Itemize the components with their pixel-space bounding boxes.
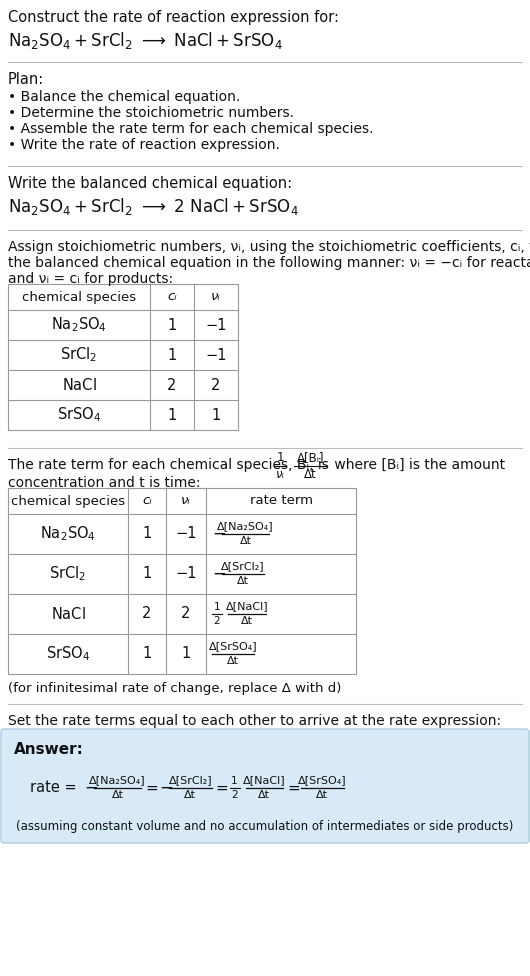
Text: Δt: Δt [304,468,316,481]
Text: Δt: Δt [184,791,197,800]
Text: $\mathrm{Na_2SO_4}$: $\mathrm{Na_2SO_4}$ [40,525,96,544]
Text: Δt: Δt [237,577,249,587]
Text: −: − [159,779,173,797]
Text: $\mathrm{Na_2SO_4}$: $\mathrm{Na_2SO_4}$ [51,315,107,335]
Text: Δt: Δt [112,791,123,800]
Text: cᵢ: cᵢ [167,291,177,304]
Text: rate =: rate = [30,781,81,795]
Text: 2: 2 [181,606,191,622]
Text: 1: 1 [167,347,176,362]
Text: chemical species: chemical species [11,495,125,508]
Text: $\mathrm{NaCl}$: $\mathrm{NaCl}$ [50,606,85,622]
Text: −1: −1 [175,566,197,582]
Text: Construct the rate of reaction expression for:: Construct the rate of reaction expressio… [8,10,339,25]
Text: Δt: Δt [259,791,270,800]
Text: −1: −1 [175,526,197,542]
Text: Δ[Bᵢ]: Δ[Bᵢ] [296,451,324,464]
Text: 2: 2 [143,606,152,622]
Text: 1: 1 [231,776,238,786]
Bar [8,284,238,430]
Text: Assign stoichiometric numbers, νᵢ, using the stoichiometric coefficients, cᵢ, fr: Assign stoichiometric numbers, νᵢ, using… [8,240,530,254]
Text: Δ[Na₂SO₄]: Δ[Na₂SO₄] [217,521,274,532]
Text: νᵢ: νᵢ [276,468,285,481]
Text: Δt: Δt [227,657,239,667]
Text: 1: 1 [214,602,220,612]
Text: Plan:: Plan: [8,72,44,87]
Text: 2: 2 [214,616,220,626]
Text: • Assemble the rate term for each chemical species.: • Assemble the rate term for each chemic… [8,122,374,136]
Text: Δt: Δt [316,791,329,800]
Text: Δt: Δt [241,617,253,627]
Text: and νᵢ = cᵢ for products:: and νᵢ = cᵢ for products: [8,272,173,286]
Text: −1: −1 [205,317,227,333]
Text: $\mathrm{SrCl_2}$: $\mathrm{SrCl_2}$ [49,565,86,584]
Text: (for infinitesimal rate of change, replace Δ with d): (for infinitesimal rate of change, repla… [8,682,341,695]
Text: −1: −1 [205,347,227,362]
Text: −: − [212,565,226,583]
Text: Δ[SrSO₄]: Δ[SrSO₄] [209,641,258,652]
Text: Write the balanced chemical equation:: Write the balanced chemical equation: [8,176,292,191]
Text: chemical species: chemical species [22,291,136,304]
Text: Set the rate terms equal to each other to arrive at the rate expression:: Set the rate terms equal to each other t… [8,714,501,728]
Text: $\mathrm{SrSO_4}$: $\mathrm{SrSO_4}$ [46,645,90,664]
Text: Δ[NaCl]: Δ[NaCl] [225,601,268,612]
Text: $\mathrm{SrCl_2}$: $\mathrm{SrCl_2}$ [60,346,98,364]
Text: Δ[Na₂SO₄]: Δ[Na₂SO₄] [89,776,146,786]
Text: 2: 2 [231,790,238,800]
Text: The rate term for each chemical species, Bᵢ, is: The rate term for each chemical species,… [8,458,333,472]
Text: =: = [287,781,300,795]
Text: $\mathrm{Na_2SO_4 + SrCl_2 \ \longrightarrow \ 2\ NaCl + SrSO_4}$: $\mathrm{Na_2SO_4 + SrCl_2 \ \longrighta… [8,196,299,217]
Text: Δ[SrSO₄]: Δ[SrSO₄] [298,776,347,786]
Text: the balanced chemical equation in the following manner: νᵢ = −cᵢ for reactants: the balanced chemical equation in the fo… [8,256,530,270]
Text: (assuming constant volume and no accumulation of intermediates or side products): (assuming constant volume and no accumul… [16,820,514,833]
Text: • Balance the chemical equation.: • Balance the chemical equation. [8,90,240,104]
Text: 1: 1 [181,646,191,662]
Text: • Determine the stoichiometric numbers.: • Determine the stoichiometric numbers. [8,106,294,120]
Text: −: − [212,525,226,543]
Text: concentration and t is time:: concentration and t is time: [8,476,200,490]
Text: Δ[SrCl₂]: Δ[SrCl₂] [222,561,265,572]
Text: =: = [145,781,158,795]
Text: =: = [216,781,228,795]
Text: νᵢ: νᵢ [211,291,221,304]
Text: 2: 2 [211,378,220,392]
Text: Δ[SrCl₂]: Δ[SrCl₂] [169,776,212,786]
Text: rate term: rate term [250,495,313,508]
Text: νᵢ: νᵢ [181,495,191,508]
Text: Answer:: Answer: [14,742,84,757]
Text: Δt: Δt [240,537,252,547]
Text: 1: 1 [277,451,284,464]
Text: −: − [84,779,98,797]
Text: $\mathrm{Na_2SO_4 + SrCl_2 \ \longrightarrow \ NaCl + SrSO_4}$: $\mathrm{Na_2SO_4 + SrCl_2 \ \longrighta… [8,30,283,51]
Bar [8,488,356,674]
FancyBboxPatch shape [1,729,529,843]
Text: Δ[NaCl]: Δ[NaCl] [243,776,286,786]
Text: $\mathrm{NaCl}$: $\mathrm{NaCl}$ [61,377,96,393]
Text: where [Bᵢ] is the amount: where [Bᵢ] is the amount [330,458,505,472]
Text: 2: 2 [167,378,176,392]
Text: $\mathrm{SrSO_4}$: $\mathrm{SrSO_4}$ [57,406,101,425]
Text: cᵢ: cᵢ [142,495,152,508]
Text: 1: 1 [143,646,152,662]
Text: 1: 1 [167,408,176,423]
Text: 1: 1 [143,526,152,542]
Text: 1: 1 [143,566,152,582]
Text: • Write the rate of reaction expression.: • Write the rate of reaction expression. [8,138,280,152]
Text: 1: 1 [167,317,176,333]
Text: 1: 1 [211,408,220,423]
